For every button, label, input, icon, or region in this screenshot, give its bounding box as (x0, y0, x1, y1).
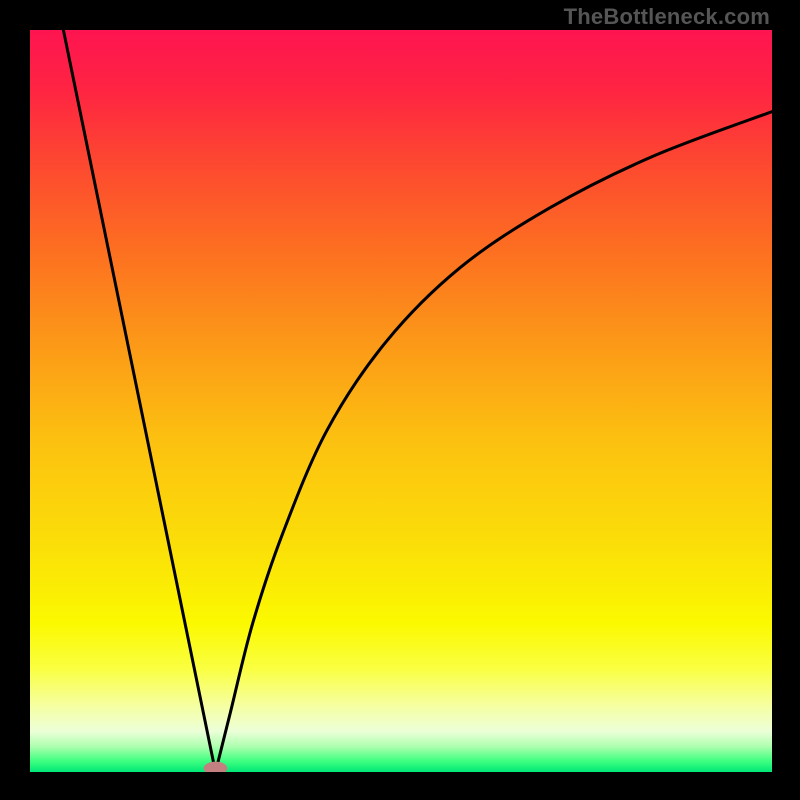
watermark-text: TheBottleneck.com (564, 4, 770, 30)
plot-svg (30, 30, 772, 772)
plot-area (30, 30, 770, 770)
gradient-background (30, 30, 772, 772)
chart-frame: TheBottleneck.com (0, 0, 800, 800)
